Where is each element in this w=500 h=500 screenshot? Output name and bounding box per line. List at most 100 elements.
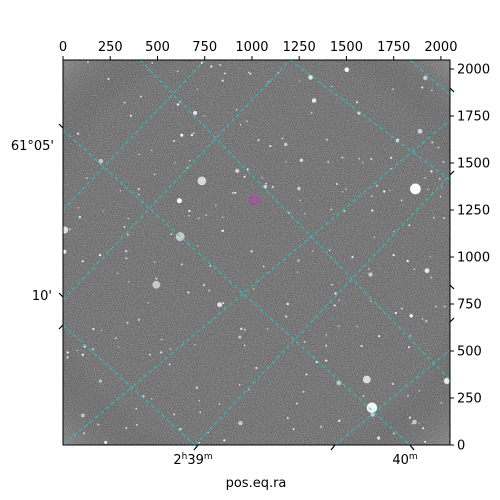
star (76, 349, 78, 352)
star (77, 206, 80, 209)
grid-line (63, 129, 411, 445)
star (218, 403, 221, 405)
star (302, 390, 305, 393)
x-tick-label: 1500 (330, 40, 363, 55)
star (151, 62, 154, 64)
star (392, 432, 395, 435)
star (338, 419, 341, 422)
star (327, 160, 330, 163)
star (114, 337, 117, 340)
star (430, 276, 433, 279)
star (342, 191, 344, 193)
star (119, 189, 122, 192)
star (378, 335, 381, 338)
star (140, 95, 142, 98)
star (82, 432, 86, 435)
star (335, 183, 338, 185)
star (169, 347, 172, 350)
star (325, 138, 329, 141)
star (100, 329, 102, 332)
star (267, 81, 270, 83)
star (153, 261, 156, 263)
star (221, 216, 224, 219)
star (234, 191, 237, 194)
star (117, 346, 120, 348)
star (174, 162, 176, 164)
star (394, 311, 397, 315)
star (81, 353, 84, 356)
star (160, 338, 163, 341)
star (277, 72, 280, 74)
star (408, 416, 412, 419)
star (125, 257, 128, 260)
star (147, 301, 150, 304)
star (123, 225, 126, 228)
star (81, 413, 85, 418)
x-tick-label: 0 (59, 40, 67, 55)
star (408, 224, 411, 227)
star (389, 189, 391, 192)
world-tick-mark (449, 284, 455, 290)
x-tick-label: 1750 (377, 40, 410, 55)
star (98, 379, 102, 383)
star (345, 188, 347, 190)
star (312, 250, 314, 253)
star (351, 256, 354, 259)
star (188, 214, 191, 217)
star (406, 259, 409, 263)
star (412, 419, 417, 425)
star (391, 382, 394, 386)
star (223, 439, 226, 442)
star (63, 249, 67, 254)
star (68, 228, 71, 231)
y-tick-label: 750 (457, 298, 482, 313)
star (261, 177, 263, 179)
star (196, 88, 199, 90)
grid-line (409, 60, 450, 96)
star (356, 325, 358, 328)
star (435, 305, 437, 308)
star (308, 75, 313, 80)
star (325, 344, 328, 347)
star (368, 272, 373, 277)
star (362, 395, 365, 397)
star (424, 177, 427, 179)
star (198, 399, 201, 402)
star (63, 226, 69, 234)
star (186, 167, 189, 169)
star (281, 137, 284, 140)
dec-tick-label: 10' (32, 289, 52, 304)
star (136, 423, 138, 426)
world-tick-mark (330, 444, 336, 451)
star (292, 428, 295, 431)
star (418, 422, 420, 425)
grid-line (63, 119, 450, 445)
target-marker-ring (249, 195, 259, 206)
star (418, 389, 421, 392)
star (137, 318, 140, 321)
star (331, 85, 333, 88)
star (128, 281, 130, 283)
star (240, 327, 243, 330)
star (271, 185, 275, 189)
grid-line (63, 324, 196, 445)
star (304, 213, 306, 215)
star (243, 328, 246, 331)
star (85, 177, 88, 179)
star (83, 345, 86, 348)
star (202, 283, 206, 287)
star (400, 307, 403, 310)
star-field (63, 60, 450, 444)
star (284, 142, 288, 147)
star (285, 161, 287, 163)
world-tick-mark (193, 444, 199, 451)
star (409, 335, 412, 337)
y-tick-label: 1000 (457, 251, 490, 266)
x-tick-label: 2000 (424, 40, 457, 55)
grid-line (63, 60, 291, 301)
star (180, 133, 184, 137)
star (422, 427, 425, 430)
star (238, 335, 242, 339)
star (198, 217, 200, 219)
star (187, 291, 190, 294)
